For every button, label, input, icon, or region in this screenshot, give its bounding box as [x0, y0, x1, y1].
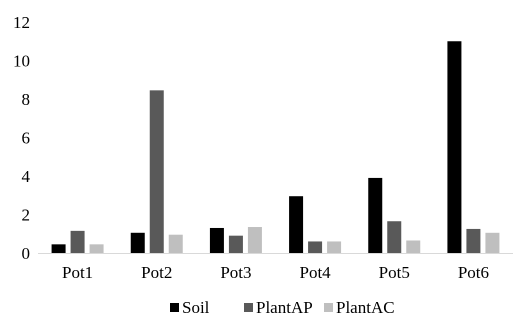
y-tick-label: 2 — [22, 206, 31, 225]
y-tick-label: 6 — [22, 129, 31, 148]
legend-label-plantac: PlantAC — [336, 298, 395, 317]
y-tick-label: 12 — [13, 13, 30, 32]
bar-plantap-pot2 — [149, 90, 164, 254]
bar-plantap-pot3 — [228, 235, 243, 253]
legend-label-soil: Soil — [182, 298, 210, 317]
x-category-label: Pot3 — [220, 263, 251, 282]
x-category-label: Pot2 — [141, 263, 172, 282]
x-category-label: Pot5 — [379, 263, 410, 282]
bar-plantac-pot4 — [327, 241, 342, 253]
y-tick-label: 8 — [22, 90, 31, 109]
legend-swatch-plantac — [324, 303, 333, 312]
y-axis: 0 2 4 6 8 10 12 — [13, 13, 31, 263]
bar-plantac-pot3 — [247, 227, 262, 253]
bars — [51, 41, 500, 254]
bar-soil-pot1 — [51, 244, 66, 253]
y-tick-label: 10 — [13, 52, 30, 71]
bar-plantap-pot1 — [70, 230, 85, 253]
bar-plantap-pot4 — [308, 241, 323, 253]
legend-swatch-soil — [170, 303, 179, 312]
bar-plantap-pot6 — [466, 228, 481, 253]
y-tick-label: 0 — [22, 244, 31, 263]
legend-swatch-plantap — [244, 303, 253, 312]
bar-soil-pot4 — [289, 196, 304, 253]
bar-plantap-pot5 — [387, 221, 402, 253]
bar-soil-pot3 — [209, 227, 224, 253]
bar-soil-pot5 — [368, 177, 383, 253]
y-tick-label: 4 — [22, 167, 31, 186]
bar-soil-pot2 — [130, 232, 145, 253]
x-category-label: Pot1 — [62, 263, 93, 282]
x-category-label: Pot6 — [458, 263, 489, 282]
x-axis: Pot1 Pot2 Pot3 Pot4 Pot5 Pot6 — [62, 263, 489, 282]
bar-plantac-pot6 — [485, 232, 500, 253]
bar-plantac-pot2 — [168, 234, 183, 253]
bar-plantac-pot1 — [89, 244, 104, 253]
legend-label-plantap: PlantAP — [256, 298, 313, 317]
x-category-label: Pot4 — [299, 263, 331, 282]
bar-plantac-pot5 — [406, 240, 421, 253]
bar-soil-pot6 — [447, 41, 462, 253]
legend: Soil PlantAP PlantAC — [170, 298, 395, 317]
